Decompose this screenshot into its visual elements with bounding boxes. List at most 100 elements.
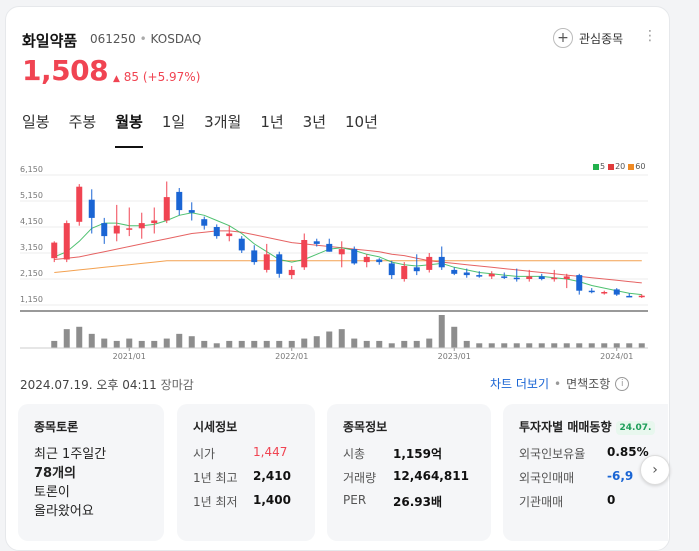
volume-bar [363,340,370,348]
volume-bar [126,338,133,348]
info-icon[interactable]: i [615,376,630,391]
volume-bar [301,338,308,348]
volume-bar [426,338,433,348]
more-vertical-icon[interactable]: ⋮ [643,28,657,44]
candle-body [176,191,183,211]
volume-bar [88,333,95,348]
period-tabs: 일봉 주봉 월봉 1일 3개월 1년 3년 10년 [22,111,397,148]
x-tick-label: 2022/01 [275,352,308,361]
candle-body [476,275,483,277]
volume-bar [326,331,333,348]
volume-bar [138,340,145,348]
tab-weekly[interactable]: 주봉 [68,113,97,131]
volume-bar [151,340,158,348]
tab-daily[interactable]: 일봉 [22,113,50,131]
chevron-right-icon[interactable]: › [640,455,670,485]
meta-separator: • [139,32,147,46]
candle-body [151,220,158,224]
candle-body [188,210,195,213]
change-value: 85 (+5.97%) [123,70,201,84]
stock-meta: 061250 • KOSDAQ [90,32,201,46]
chart-more-link[interactable]: 차트 더보기 [490,377,550,391]
volume-bar [626,343,633,348]
open-row: 시가 1,447 [193,445,288,461]
volume-bar [438,315,445,348]
candle-body [563,276,570,279]
volume-bar [113,340,120,348]
volume-bar [313,336,320,348]
tab-3months[interactable]: 3개월 [204,113,242,131]
volume-bar [176,333,183,348]
candle-body [626,295,633,298]
candle-body [226,233,233,237]
volume-bar [388,343,395,348]
x-tick-label: 2021/01 [113,352,146,361]
status-date: 2024.07.19. 오후 04:11 [20,378,157,392]
tab-1day[interactable]: 1일 [161,113,186,131]
candle-body [326,243,333,252]
market-cap-row: 시총 1,159억 [343,447,442,461]
candle-body [338,249,345,255]
volume-bar [638,343,645,348]
y-tick-label: 3,150 [20,243,43,252]
volume-bar [501,343,508,348]
stock-code: 061250 [90,32,136,46]
candle-body [76,186,83,222]
ma20-line [54,230,642,284]
volume-bar [413,340,420,348]
year-low-row: 1년 최저 1,400 [193,493,291,509]
volume-bar [401,340,408,348]
ma60-line [54,260,642,273]
candle-body [413,267,420,272]
volume-bar [563,343,570,348]
candle-body [463,272,470,276]
tab-10years[interactable]: 10년 [345,113,378,131]
price-change: ▲ 85 (+5.97%) [113,70,200,84]
volume-bar [288,340,295,348]
status-line: 2024.07.19. 오후 04:11 장마감 [20,376,194,393]
tab-3years[interactable]: 3년 [302,113,327,131]
discussion-panel[interactable]: 종목토론 최근 1주일간 78개의 토론이 올라왔어요 [18,404,164,541]
legend-ma20: 20 [608,162,625,171]
foreign-trade-row: 외국인매매 -6,9 [519,469,634,485]
legend-ma60: 60 [628,162,645,171]
candle-body [88,199,95,218]
volume-row: 거래량 12,464,811 [343,469,469,485]
discussion-title: 종목토론 [34,420,79,434]
per-row: PER 26.93배 [343,493,442,509]
year-high-row: 1년 최고 2,410 [193,469,291,485]
stock-info-panel[interactable]: 종목정보 시총 1,159억 거래량 12,464,811 PER 26.93배 [327,404,491,541]
volume-bar [76,326,83,348]
candle-body [513,277,520,280]
tab-monthly[interactable]: 월봉 [115,111,143,148]
candle-body [201,219,208,226]
stock-market: KOSDAQ [150,32,202,46]
market-info-panel[interactable]: 시세정보 시가 1,447 1년 최고 2,410 1년 최저 1,400 [177,404,315,541]
candle-body [438,256,445,268]
chart-tools: 차트 더보기 • 면책조항 i [490,375,630,392]
institution-trade-row: 기관매매 0 [519,493,616,509]
candle-body [613,289,620,295]
candle-body [213,227,220,237]
x-tick-label: 2024/01 [600,352,633,361]
candle-body [638,295,645,298]
candle-body [501,276,508,278]
volume-bar [513,343,520,348]
disclaimer-link[interactable]: 면책조항 [566,377,611,391]
tab-1year[interactable]: 1년 [260,113,284,131]
candle-body [526,276,533,279]
y-tick-label: 6,150 [20,165,43,174]
y-tick-label: 2,150 [20,269,43,278]
candle-body [451,269,458,274]
volume-bar [538,343,545,348]
candle-body [588,290,595,293]
chart-legend: 5 20 60 [593,162,645,171]
stock-info-title: 종목정보 [343,420,388,434]
favorite-button[interactable]: + 관심종목 [553,28,623,48]
candle-body [276,254,283,274]
candle-body [363,256,370,263]
volume-bar [613,343,620,348]
volume-bar [226,340,233,348]
candle-body [388,263,395,276]
